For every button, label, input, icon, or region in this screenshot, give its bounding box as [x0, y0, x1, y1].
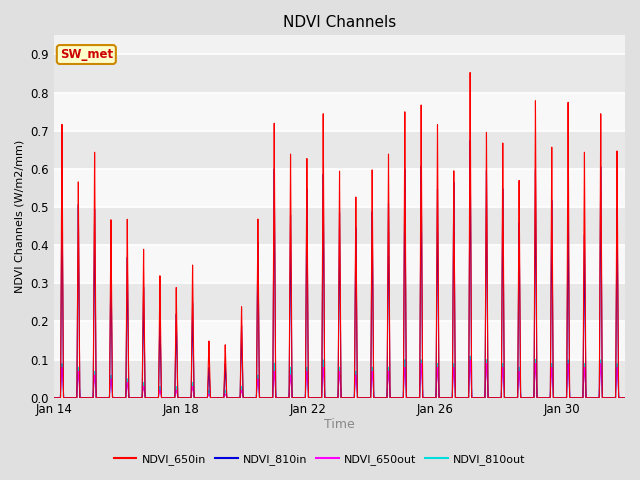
NDVI_810out [320, 376, 328, 382]
Legend: NDVI_650in, NDVI_810in, NDVI_650out, NDVI_810out: NDVI_650in, NDVI_810in, NDVI_650out, NDV… [110, 450, 530, 469]
NDVI_650in [396, 395, 403, 401]
Text: SW_met: SW_met [60, 48, 113, 61]
NDVI_810in [193, 395, 200, 401]
NDVI_810in [467, 138, 474, 144]
Line: NDVI_810in: NDVI_810in [54, 141, 625, 398]
NDVI_810out [396, 395, 403, 401]
Bar [54, 169, 625, 207]
Bar [54, 93, 625, 131]
NDVI_650in [459, 395, 467, 401]
NDVI_810in [320, 311, 328, 317]
X-axis label: Time: Time [324, 419, 355, 432]
Line: NDVI_650in: NDVI_650in [54, 72, 625, 398]
NDVI_810in [621, 395, 629, 401]
Bar [54, 54, 625, 93]
NDVI_810out [50, 395, 58, 401]
Bar [54, 322, 625, 360]
NDVI_650out [417, 372, 424, 378]
Line: NDVI_650out: NDVI_650out [54, 360, 625, 398]
NDVI_650out [396, 395, 403, 401]
NDVI_650in [320, 288, 328, 294]
NDVI_810out [584, 395, 592, 401]
NDVI_810out [621, 395, 629, 401]
NDVI_650out [193, 395, 200, 401]
NDVI_810in [417, 259, 424, 265]
NDVI_650in [417, 224, 424, 229]
Bar [54, 283, 625, 322]
NDVI_650in [584, 395, 592, 401]
NDVI_650out [467, 357, 474, 363]
NDVI_650in [467, 70, 474, 75]
NDVI_650in [50, 395, 58, 401]
NDVI_650in [621, 395, 629, 401]
NDVI_650in [193, 395, 200, 401]
NDVI_810out [459, 395, 467, 401]
NDVI_810in [50, 395, 58, 401]
NDVI_810in [396, 395, 403, 401]
Bar [54, 360, 625, 398]
NDVI_650out [50, 395, 58, 401]
NDVI_650out [320, 380, 328, 386]
NDVI_810out [467, 353, 474, 359]
Bar [54, 245, 625, 283]
NDVI_810out [417, 370, 424, 375]
NDVI_650out [459, 395, 467, 401]
NDVI_810out [193, 395, 200, 401]
Y-axis label: NDVI Channels (W/m2/mm): NDVI Channels (W/m2/mm) [15, 140, 25, 293]
Line: NDVI_810out: NDVI_810out [54, 356, 625, 398]
Bar [54, 207, 625, 245]
NDVI_650out [621, 395, 629, 401]
NDVI_810in [584, 395, 592, 401]
NDVI_650out [584, 395, 592, 401]
Bar [54, 131, 625, 169]
NDVI_810in [459, 395, 467, 401]
Title: NDVI Channels: NDVI Channels [283, 15, 396, 30]
